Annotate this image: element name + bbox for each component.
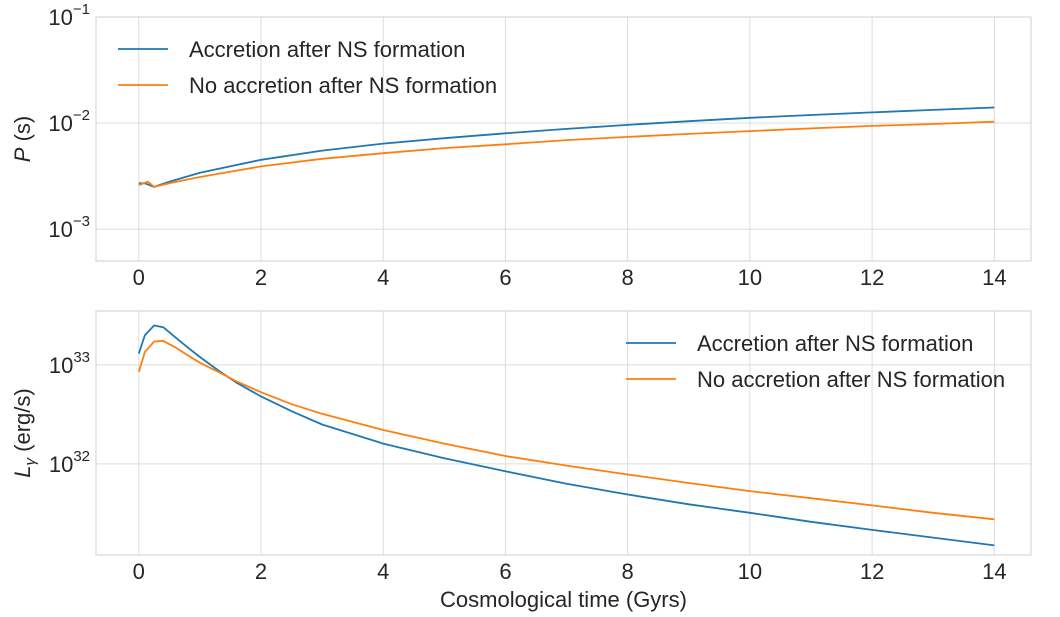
y-tick-label: 10−1 <box>48 1 90 30</box>
x-tick-label: 4 <box>377 559 389 584</box>
series-line <box>137 339 995 521</box>
y-tick-label: 10−2 <box>48 107 90 136</box>
period-panel: 0 2 4 6 8 10 12 14 10−3 10−2 10−1 P (s) Accretion af… <box>10 1 1032 290</box>
series-line <box>138 106 995 188</box>
y-axis-label: Lγ (erg/s) <box>10 388 39 477</box>
luminosity-panel: 0 2 4 6 8 10 12 14 1032 1033 Lγ (erg/s) Cosmologica… <box>10 310 1032 612</box>
x-tick-label: 0 <box>133 265 145 290</box>
legend-label: Accretion after NS formation <box>189 37 465 62</box>
legend-label: Accretion after NS formation <box>697 331 973 356</box>
series-line <box>137 324 995 547</box>
series-line <box>138 120 995 188</box>
legend: Accretion after NS formation No accretion… <box>118 37 497 98</box>
x-tick-label: 12 <box>860 265 884 290</box>
x-tick-label: 8 <box>622 265 634 290</box>
y-tick-label: 10−3 <box>48 213 90 242</box>
plot-frame <box>95 310 1032 556</box>
legend-label: No accretion after NS formation <box>189 73 497 98</box>
x-tick-label: 2 <box>255 559 267 584</box>
y-tick-label: 1032 <box>49 448 90 477</box>
x-tick-label: 6 <box>499 559 511 584</box>
x-tick-label: 8 <box>622 559 634 584</box>
y-tick-label: 1033 <box>49 349 90 378</box>
x-tick-label: 4 <box>377 265 389 290</box>
x-tick-label: 12 <box>860 559 884 584</box>
x-tick-label: 0 <box>133 559 145 584</box>
x-tick-label: 2 <box>255 265 267 290</box>
legend-label: No accretion after NS formation <box>697 367 1005 392</box>
grid <box>96 311 1031 555</box>
y-axis-label: P (s) <box>10 116 35 162</box>
x-tick-label: 6 <box>499 265 511 290</box>
legend: Accretion after NS formation No accretion… <box>626 331 1005 392</box>
x-axis-label: Cosmological time (Gyrs) <box>440 587 687 612</box>
x-tick-label: 14 <box>982 559 1006 584</box>
x-tick-label: 14 <box>982 265 1006 290</box>
x-tick-label: 10 <box>738 265 762 290</box>
x-tick-label: 10 <box>738 559 762 584</box>
plot-frame <box>95 16 1032 262</box>
